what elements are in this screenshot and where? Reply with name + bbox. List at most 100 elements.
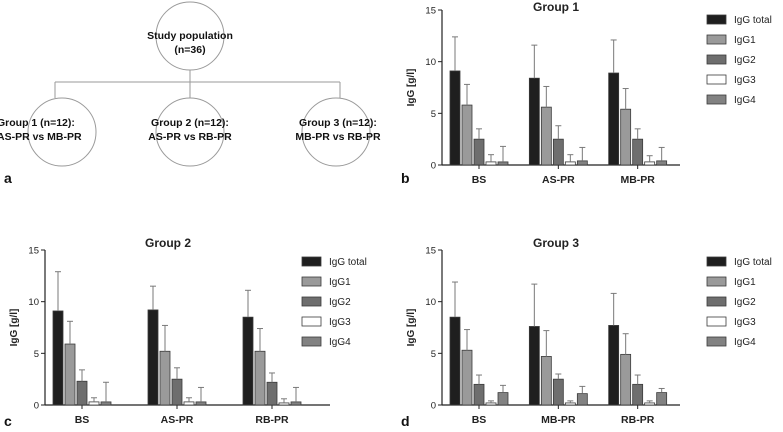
bar-igg-total-bs	[449, 70, 461, 166]
bar-igg4-rb-pr	[290, 401, 302, 406]
bar-igg3-bs	[485, 402, 497, 406]
bar-igg-total-bs	[449, 316, 461, 406]
bar-igg4-mb-pr	[576, 393, 588, 406]
bar-igg3-mb-pr	[644, 161, 656, 166]
root-label-line1: Study population	[147, 30, 233, 42]
legend-label-igg3: IgG3	[734, 317, 756, 328]
x-tick-label-rb-pr: RB-PR	[255, 414, 289, 426]
x-tick-label-mb-pr: MB-PR	[541, 414, 576, 426]
legend-label-igg3: IgG3	[329, 317, 351, 328]
group-3-circle	[301, 97, 371, 167]
legend-label-igg2: IgG2	[734, 55, 756, 66]
x-tick-label-rb-pr: RB-PR	[621, 414, 655, 426]
bar-igg4-as-pr	[195, 401, 207, 406]
bar-igg2-mb-pr	[552, 378, 564, 406]
legend-swatch-igg1	[301, 276, 322, 287]
bar-igg2-bs	[473, 138, 485, 166]
root-label-line2: (n=36)	[174, 44, 205, 56]
bar-igg1-as-pr	[159, 350, 171, 406]
panel-label-a: a	[4, 170, 12, 186]
panel-label-c: c	[4, 413, 12, 429]
y-axis-label: IgG [g/l]	[9, 309, 20, 347]
y-tick-label-0: 0	[431, 161, 436, 172]
chart-title: Group 3	[533, 236, 579, 250]
legend-label-igg4: IgG4	[734, 95, 756, 106]
bar-igg-total-mb-pr	[528, 326, 540, 406]
legend-swatch-igg3	[301, 316, 322, 327]
bar-igg2-mb-pr	[632, 138, 644, 166]
y-tick-label-10: 10	[425, 297, 436, 308]
x-tick-label-bs: BS	[472, 174, 487, 186]
bar-igg3-mb-pr	[564, 402, 576, 406]
bar-igg3-bs	[88, 401, 100, 406]
panel-label-d: d	[401, 413, 410, 429]
y-tick-label-5: 5	[431, 349, 436, 360]
legend-swatch-igg4	[706, 94, 727, 105]
bar-igg1-as-pr	[540, 106, 552, 166]
legend-swatch-igg2	[706, 296, 727, 307]
legend-swatch-igg2	[301, 296, 322, 307]
bar-igg1-mb-pr	[620, 108, 632, 166]
bar-igg2-as-pr	[552, 138, 564, 166]
chart-title: Group 2	[145, 236, 191, 250]
chart-group-2: Group 2 IgG [g/l] 0 5 10 15 BS AS-PR RB-PR IgG to…	[9, 236, 367, 426]
bar-igg1-mb-pr	[540, 356, 552, 406]
bar-igg1-bs	[64, 343, 76, 406]
legend-swatch-igg-total	[301, 256, 322, 267]
bar-igg-total-bs	[52, 310, 64, 406]
bar-igg4-mb-pr	[656, 160, 668, 166]
y-tick-label-5: 5	[431, 109, 436, 120]
bar-igg1-rb-pr	[620, 353, 632, 406]
legend-label-igg1: IgG1	[734, 277, 756, 288]
bar-igg3-rb-pr	[644, 402, 656, 406]
group-2-circle	[155, 97, 225, 167]
legend-swatch-igg-total	[706, 256, 727, 267]
bar-igg1-bs	[461, 349, 473, 406]
bar-igg-total-as-pr	[147, 309, 159, 406]
bar-igg4-bs	[100, 401, 112, 406]
panel-label-b: b	[401, 170, 410, 186]
bar-igg-total-rb-pr	[608, 325, 620, 406]
chart-title: Group 1	[533, 0, 579, 14]
flowchart: Study population (n=36) Group 1 (n=12): …	[0, 1, 381, 167]
y-axis-label: IgG [g/l]	[406, 69, 417, 107]
group-2-label-line2: AS-PR vs RB-PR	[148, 131, 232, 143]
bar-igg-total-rb-pr	[242, 316, 254, 406]
bar-igg4-bs	[497, 161, 509, 166]
x-tick-label-as-pr: AS-PR	[542, 174, 575, 186]
y-tick-label-0: 0	[34, 401, 39, 412]
bar-igg3-bs	[485, 161, 497, 166]
x-tick-label-bs: BS	[472, 414, 487, 426]
y-tick-label-15: 15	[425, 6, 436, 17]
group-1-label-line1: Group 1 (n=12):	[0, 117, 75, 129]
y-tick-label-5: 5	[34, 349, 39, 360]
x-tick-label-mb-pr: MB-PR	[620, 174, 655, 186]
y-tick-label-15: 15	[425, 246, 436, 257]
legend-swatch-igg4	[706, 336, 727, 347]
bar-igg2-rb-pr	[632, 383, 644, 406]
legend-label-igg-total: IgG total	[734, 15, 772, 26]
bar-igg3-rb-pr	[278, 402, 290, 406]
y-tick-label-10: 10	[28, 297, 39, 308]
bar-igg-total-as-pr	[528, 77, 540, 166]
bar-igg3-as-pr	[183, 401, 195, 406]
bar-igg2-bs	[473, 383, 485, 406]
bar-igg2-bs	[76, 380, 88, 406]
bar-igg3-as-pr	[564, 161, 576, 166]
x-tick-label-bs: BS	[75, 414, 90, 426]
y-tick-label-10: 10	[425, 57, 436, 68]
chart-group-3: Group 3 IgG [g/l] 0 5 10 15 BS MB-PR RB-PR IgG to…	[406, 236, 772, 426]
legend-label-igg2: IgG2	[734, 297, 756, 308]
legend-label-igg-total: IgG total	[734, 257, 772, 268]
bar-igg4-bs	[497, 392, 509, 406]
legend-swatch-igg4	[301, 336, 322, 347]
legend-swatch-igg1	[706, 276, 727, 287]
legend-label-igg-total: IgG total	[329, 257, 367, 268]
bar-igg4-rb-pr	[656, 392, 668, 406]
chart-group-1: Group 1 IgG [g/l] 0 5 10 15 BS AS-PR MB-PR IgG to…	[406, 0, 772, 186]
y-axis-label: IgG [g/l]	[406, 309, 417, 347]
legend-swatch-igg-total	[706, 14, 727, 25]
legend-label-igg1: IgG1	[734, 35, 756, 46]
bar-igg4-as-pr	[576, 160, 588, 166]
y-tick-label-15: 15	[28, 246, 39, 257]
